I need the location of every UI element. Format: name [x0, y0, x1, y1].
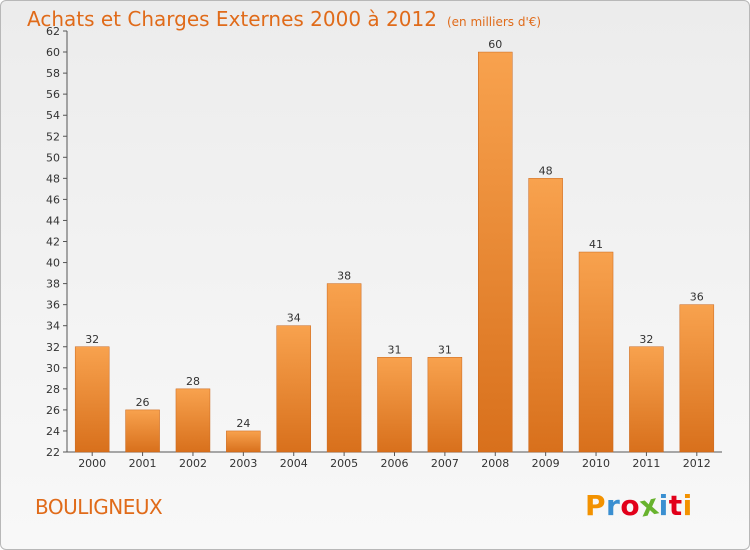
x-tick-label-2005: 2005 [330, 457, 358, 470]
proxiti-logo: Proxiti [585, 487, 693, 523]
bar-2009 [528, 178, 563, 453]
data-label-2009: 48 [539, 164, 553, 177]
data-label-2010: 41 [589, 238, 603, 251]
data-label-2007: 31 [438, 343, 452, 356]
location-name: BOULIGNEUX [35, 495, 163, 519]
y-tick-label: 34 [46, 320, 60, 333]
data-label-2006: 31 [388, 343, 402, 356]
x-tick-label-2009: 2009 [532, 457, 560, 470]
bar-2000 [74, 346, 110, 453]
logo-letter: P [585, 489, 607, 522]
chart-title-text: Achats et Charges Externes 2000 à 2012 [27, 7, 437, 31]
bar-2002 [175, 388, 211, 453]
x-tick-label-2002: 2002 [179, 457, 207, 470]
y-tick-label: 54 [46, 109, 60, 122]
y-tick-label: 62 [46, 25, 60, 38]
y-tick-label: 36 [46, 299, 60, 312]
logo-letter: r [606, 489, 621, 522]
logo-letter: i [682, 489, 693, 522]
chart-bars [74, 51, 715, 453]
logo-letter: t [668, 489, 683, 522]
y-tick-label: 60 [46, 46, 60, 59]
y-tick-label: 56 [46, 88, 60, 101]
bar-2008 [478, 51, 513, 453]
logo-letter: i [658, 489, 669, 522]
data-label-2000: 32 [85, 333, 99, 346]
chart-subtitle: (en milliers d'€) [446, 15, 542, 29]
bar-2003 [226, 430, 261, 453]
y-tick-label: 48 [46, 172, 60, 185]
bar-2010 [578, 251, 614, 453]
y-tick-label: 30 [46, 362, 60, 375]
bar-2006 [377, 357, 412, 453]
data-label-2008: 60 [488, 38, 502, 51]
chart-labels: 32 2000 26 2001 28 2002 24 2003 34 2004 38 2005 31 20… [78, 38, 711, 470]
data-label-2012: 36 [690, 291, 704, 304]
data-label-2005: 38 [337, 270, 351, 283]
x-tick-label-2010: 2010 [582, 457, 610, 470]
y-tick-label: 22 [46, 446, 60, 459]
logo-letter: o [620, 489, 641, 522]
y-tick-label: 32 [46, 341, 60, 354]
x-tick-label-2000: 2000 [78, 457, 106, 470]
y-tick-label: 24 [46, 425, 60, 438]
y-tick-label: 52 [46, 130, 60, 143]
x-tick-label-2004: 2004 [280, 457, 308, 470]
bar-2007 [427, 357, 463, 453]
data-label-2001: 26 [136, 396, 150, 409]
data-label-2002: 28 [186, 375, 200, 388]
y-tick-label: 38 [46, 278, 60, 291]
y-tick-label: 28 [46, 383, 60, 396]
x-tick-label-2006: 2006 [381, 457, 409, 470]
y-tick-label: 44 [46, 214, 60, 227]
x-tick-label-2003: 2003 [229, 457, 257, 470]
bar-2011 [629, 346, 664, 453]
y-tick-label: 50 [46, 151, 60, 164]
bar-2001 [125, 409, 160, 453]
data-label-2003: 24 [236, 417, 250, 430]
x-tick-label-2011: 2011 [632, 457, 660, 470]
bar-2012 [679, 304, 715, 453]
y-tick-label: 40 [46, 257, 60, 270]
x-tick-label-2008: 2008 [481, 457, 509, 470]
x-tick-label-2001: 2001 [129, 457, 157, 470]
y-tick-label: 42 [46, 236, 60, 249]
chart-title: Achats et Charges Externes 2000 à 2012 (e… [27, 7, 541, 31]
bar-2004 [276, 325, 311, 453]
x-tick-label-2007: 2007 [431, 457, 459, 470]
y-tick-label: 26 [46, 404, 60, 417]
x-tick-label-2012: 2012 [683, 457, 711, 470]
data-label-2004: 34 [287, 312, 301, 325]
y-tick-label: 46 [46, 193, 60, 206]
bar-2005 [326, 283, 362, 453]
y-tick-label: 58 [46, 67, 60, 80]
data-label-2011: 32 [639, 333, 653, 346]
chart-axes: 22 24 26 28 30 32 34 36 38 40 42 44 46 48 50 52 54 56 58 60… [46, 25, 722, 459]
